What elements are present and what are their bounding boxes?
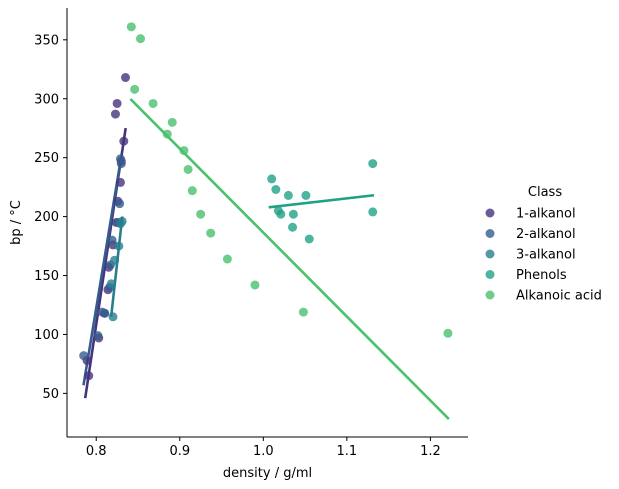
legend-items: 1-alkanol 2-alkanol 3-alkanol Phenols Alkano… [485, 207, 602, 304]
legend-marker [485, 208, 495, 218]
data-point [108, 312, 118, 322]
data-point [298, 307, 308, 317]
data-point [288, 222, 298, 232]
legend-title: Class [528, 185, 562, 200]
data-point [110, 109, 120, 119]
data-point [110, 255, 120, 265]
y-axis-ticks: 50 100 150 200 250 300 350 [34, 33, 67, 402]
x-tick-label: 0.8 [86, 444, 107, 459]
data-points [79, 22, 453, 381]
data-point [84, 371, 94, 381]
y-tick-label: 150 [34, 269, 59, 284]
data-point [112, 98, 122, 108]
legend-label: 2-alkanol [516, 227, 576, 242]
data-point [179, 146, 189, 156]
data-point [276, 209, 286, 219]
y-tick-label: 200 [34, 210, 59, 225]
data-point [271, 185, 281, 194]
y-tick-label: 300 [34, 92, 59, 107]
legend-marker [485, 249, 495, 259]
data-point [106, 279, 116, 289]
data-point [115, 177, 125, 187]
legend-label: Alkanoic acid [516, 289, 602, 304]
data-point [162, 129, 172, 139]
data-point [196, 209, 206, 219]
data-point [120, 73, 130, 83]
x-axis-label: density / g/ml [223, 466, 312, 481]
data-point [79, 351, 89, 361]
fit-line-4 [129, 98, 450, 420]
data-point [148, 98, 158, 108]
fit-line-2 [109, 216, 124, 318]
data-point [283, 190, 293, 200]
data-point [107, 235, 117, 245]
data-point [187, 186, 197, 196]
fit-line-1 [82, 155, 123, 386]
legend-label: Phenols [516, 268, 567, 283]
y-tick-label: 350 [34, 33, 59, 48]
data-point [288, 209, 298, 219]
data-point [267, 174, 277, 184]
data-point [368, 159, 378, 169]
data-point [130, 84, 140, 94]
data-point [304, 234, 314, 244]
legend-marker [485, 290, 495, 300]
data-point [136, 34, 146, 44]
y-tick-label: 50 [42, 387, 59, 402]
data-point [100, 308, 110, 318]
regression-lines [82, 98, 450, 420]
x-tick-label: 1.1 [337, 444, 358, 459]
data-point [116, 159, 126, 169]
data-point [183, 164, 193, 174]
x-tick-label: 0.9 [169, 444, 190, 459]
y-tick-label: 100 [34, 328, 59, 343]
data-point [301, 190, 311, 200]
fit-line-3 [268, 193, 375, 209]
data-point [119, 136, 129, 146]
data-point [206, 228, 216, 238]
data-point [368, 207, 378, 217]
legend-label: 3-alkanol [516, 248, 576, 263]
axes: 0.8 0.9 1.0 1.1 1.2 50 100 150 200 250 300 350 den… [9, 8, 468, 481]
legend-label: 1-alkanol [516, 207, 576, 222]
x-tick-label: 1.2 [420, 444, 441, 459]
x-tick-label: 1.0 [253, 444, 274, 459]
data-point [250, 280, 260, 290]
data-point [117, 216, 127, 226]
legend: Class 1-alkanol 2-alkanol 3-alkanol Phenols… [485, 185, 602, 304]
y-axis-label: bp / °C [9, 200, 24, 245]
data-point [443, 328, 453, 338]
legend-marker [485, 270, 495, 279]
x-axis-ticks: 0.8 0.9 1.0 1.1 1.2 [86, 437, 441, 459]
y-tick-label: 250 [34, 151, 59, 166]
data-point [167, 117, 177, 127]
data-point [93, 331, 103, 341]
data-point [114, 241, 124, 251]
data-point [115, 199, 125, 209]
data-point [126, 22, 136, 32]
legend-marker [485, 229, 495, 238]
data-point [222, 254, 232, 264]
